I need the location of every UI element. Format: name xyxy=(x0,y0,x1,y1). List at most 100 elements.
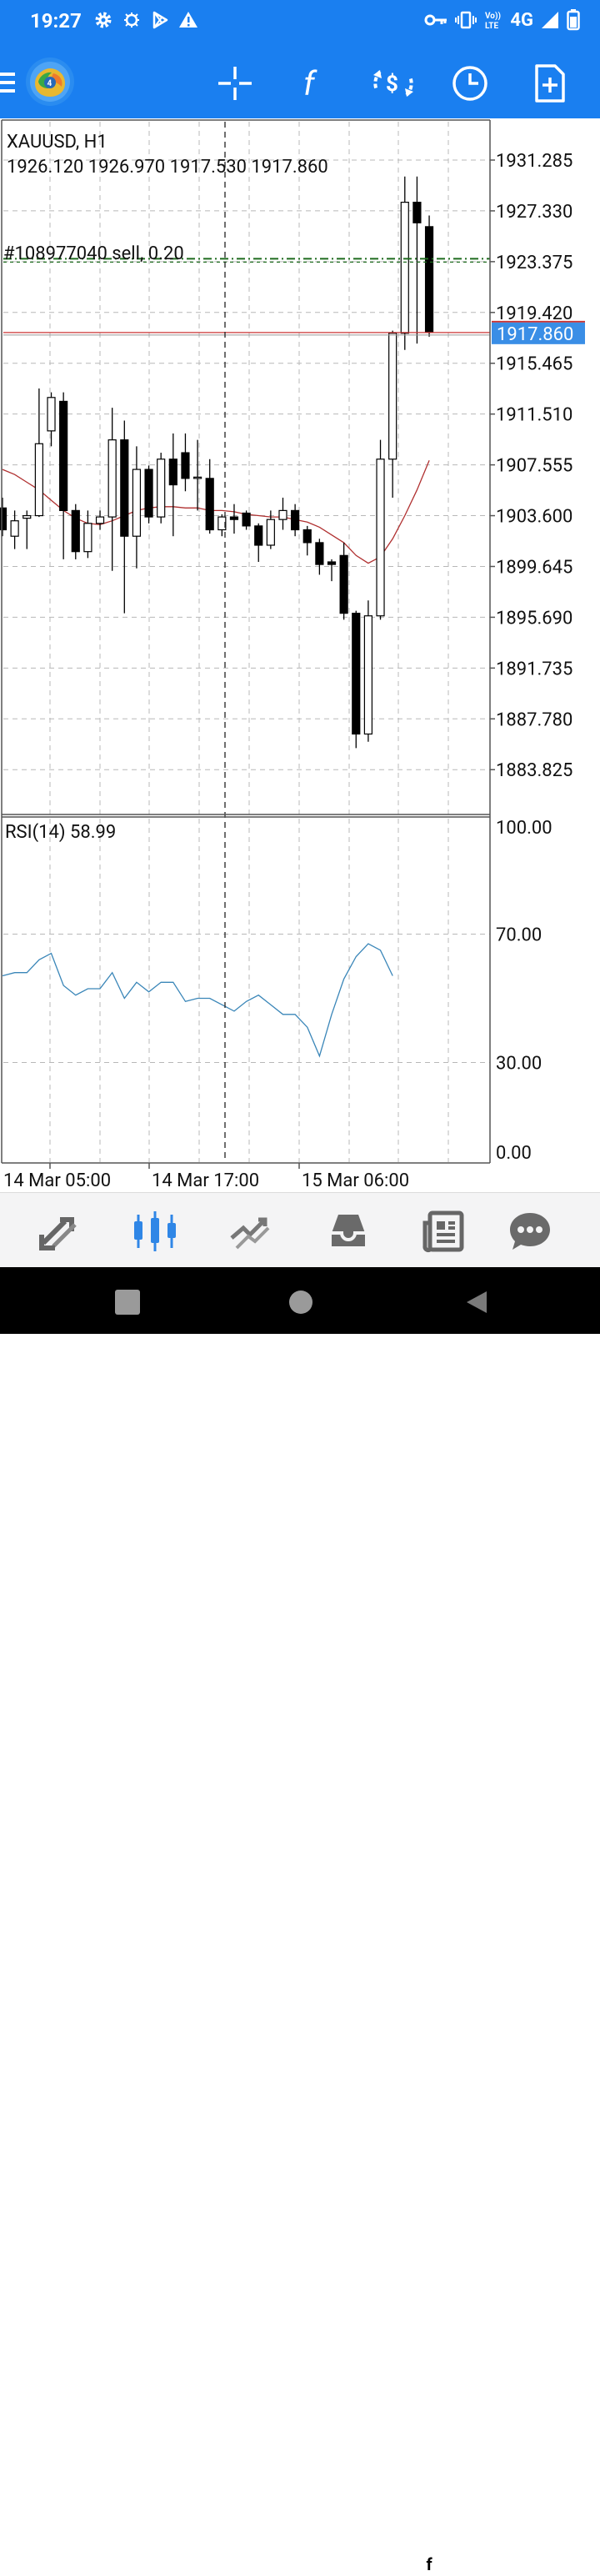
crosshair-button[interactable] xyxy=(213,62,257,105)
rsi-label: RSI(14) 58.99 xyxy=(5,822,116,843)
back-button[interactable] xyxy=(463,1290,488,1315)
warning-icon xyxy=(179,12,198,28)
price-tick-label: 1891.735 xyxy=(496,659,572,679)
nav-quotes[interactable] xyxy=(37,1208,83,1255)
candle xyxy=(34,388,43,518)
symbol-label: XAUUSD, H1 xyxy=(7,132,108,153)
svg-text:Vo)): Vo)) xyxy=(485,11,501,21)
candle xyxy=(205,459,214,534)
price-tick-label: 1919.420 xyxy=(496,303,572,324)
timeframe-button[interactable] xyxy=(448,62,492,105)
candle xyxy=(192,439,202,511)
price-tick-label: 1887.780 xyxy=(496,709,572,730)
indicators-button[interactable]: f xyxy=(293,62,337,105)
candle xyxy=(339,542,348,620)
candle xyxy=(22,510,32,549)
candle xyxy=(412,176,422,344)
symbols-icon: $ xyxy=(373,70,413,97)
rsi-line xyxy=(2,943,393,1058)
home-button[interactable] xyxy=(289,1291,312,1314)
new-order-icon xyxy=(535,64,565,103)
candle xyxy=(0,497,8,537)
status-bar: 19:27 Vo)) LTE 4G xyxy=(0,0,600,47)
candle xyxy=(108,408,117,571)
current-price-label: 1917.860 xyxy=(497,324,573,345)
nav-chat[interactable] xyxy=(507,1208,553,1255)
candle xyxy=(71,504,80,559)
bug-icon xyxy=(124,13,139,28)
timeframe-icon xyxy=(452,66,488,101)
candle xyxy=(181,433,190,492)
candle xyxy=(132,446,142,569)
candle xyxy=(291,504,300,537)
rsi-tick-label: 0.00 xyxy=(496,1143,532,1164)
battery-icon xyxy=(567,9,580,31)
candle xyxy=(388,330,398,498)
network-type: 4G xyxy=(510,9,533,31)
candle xyxy=(254,523,263,563)
candle xyxy=(400,176,409,350)
order-label[interactable]: #108977040 sell, 0.20 xyxy=(3,243,184,264)
rsi-tick-label: 70.00 xyxy=(496,925,542,946)
candle xyxy=(229,504,239,534)
bottom-navigation xyxy=(0,1192,600,1268)
candle xyxy=(302,525,312,556)
facebook-icon: f xyxy=(419,2553,440,2574)
gear-icon xyxy=(95,12,112,28)
candle xyxy=(120,420,129,614)
symbols-button[interactable]: $ xyxy=(372,62,415,105)
chart-toolbar: 4 f $ xyxy=(0,47,600,118)
hamburger-menu-icon xyxy=(0,73,15,93)
candle xyxy=(363,600,372,742)
news-icon xyxy=(422,1210,464,1253)
watermark: f @GOLDENFx28 xyxy=(419,2552,587,2576)
candle xyxy=(278,497,288,530)
candle xyxy=(424,215,434,337)
nav-history[interactable] xyxy=(325,1208,372,1255)
candle xyxy=(59,392,68,559)
current-price-tag xyxy=(492,322,585,344)
menu-button[interactable] xyxy=(0,70,17,95)
price-tick-label: 1931.285 xyxy=(496,151,572,172)
time-tick-label: 14 Mar 05:00 xyxy=(3,1170,111,1190)
system-navigation-bar: f @GOLDENFx28 xyxy=(0,1267,600,2576)
history-icon xyxy=(332,1215,365,1246)
candle xyxy=(327,559,337,582)
vibrate-icon xyxy=(455,11,478,29)
candle xyxy=(10,510,19,549)
time-tick-label: 14 Mar 17:00 xyxy=(152,1170,259,1190)
price-tick-label: 1907.555 xyxy=(496,456,572,477)
play-store-icon xyxy=(152,11,168,29)
rsi-tick-label: 100.00 xyxy=(496,818,552,839)
price-tick-label: 1895.690 xyxy=(496,608,572,629)
candle xyxy=(242,510,251,530)
key-icon xyxy=(424,14,448,26)
signal-icon xyxy=(542,12,558,28)
candle xyxy=(83,510,92,559)
price-tick-label: 1899.645 xyxy=(496,557,572,578)
time-tick-label: 15 Mar 06:00 xyxy=(302,1170,409,1190)
candle xyxy=(144,465,153,524)
price-chart[interactable]: 1917.860 XAUUSD, H1 1926.120 1926.970 19… xyxy=(0,118,600,1191)
nav-chart[interactable] xyxy=(132,1208,178,1255)
recents-button[interactable] xyxy=(115,1290,140,1315)
nav-trade[interactable] xyxy=(227,1208,273,1255)
nav-news[interactable] xyxy=(420,1208,467,1255)
candle xyxy=(218,514,227,537)
chat-icon xyxy=(510,1213,550,1250)
metatrader-logo-icon: 4 xyxy=(26,58,74,106)
clock: 19:27 xyxy=(30,9,82,33)
chart-area[interactable]: 1917.860 XAUUSD, H1 1926.120 1926.970 19… xyxy=(0,118,600,1191)
new-order-button[interactable] xyxy=(528,62,572,105)
quotes-icon xyxy=(39,1217,77,1250)
metatrader-logo[interactable]: 4 xyxy=(25,57,75,107)
candle xyxy=(95,510,105,530)
svg-text:4: 4 xyxy=(48,79,52,88)
candle xyxy=(266,510,275,549)
crosshair-icon xyxy=(218,67,252,100)
volte-icon: Vo))LTE xyxy=(485,11,501,31)
chart-icon xyxy=(134,1211,176,1251)
price-tick-label: 1903.600 xyxy=(496,507,572,528)
rsi-tick-label: 30.00 xyxy=(496,1054,542,1075)
indicators-icon: f xyxy=(303,65,318,102)
